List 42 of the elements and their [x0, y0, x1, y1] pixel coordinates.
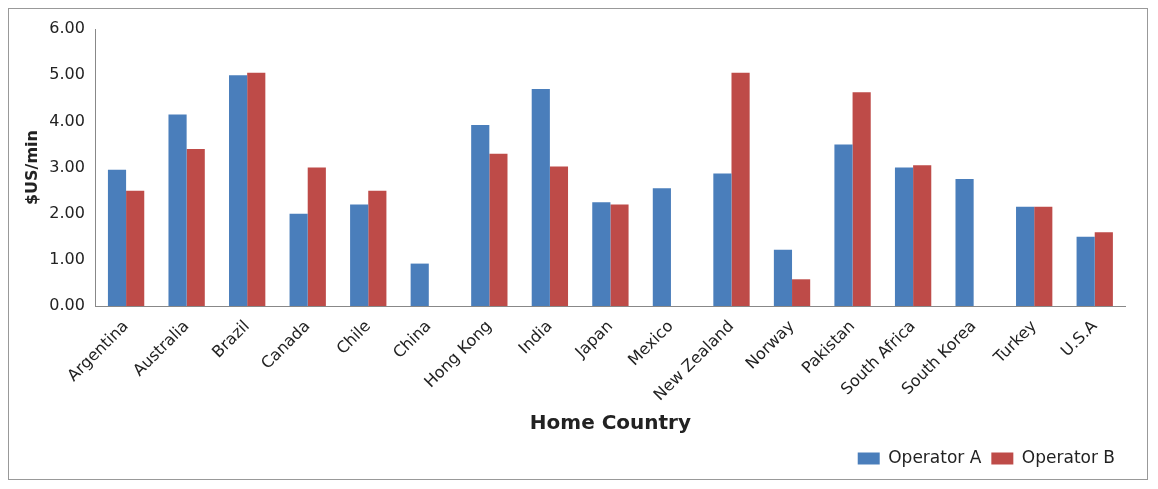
bar	[1094, 232, 1113, 307]
bar	[834, 144, 853, 307]
bar	[792, 279, 811, 307]
bar	[410, 263, 429, 307]
bar	[652, 188, 671, 307]
bar	[731, 72, 750, 307]
bar	[610, 204, 629, 307]
bar	[894, 167, 914, 307]
bar	[489, 153, 508, 307]
y-axis-title: $US/min	[21, 130, 41, 206]
legend-label: Operator B	[1021, 446, 1116, 467]
bar	[531, 89, 550, 307]
legend-label: Operator A	[888, 446, 982, 467]
bar	[1034, 206, 1053, 307]
bar	[773, 249, 793, 307]
y-tick-label: 5.00	[49, 64, 85, 84]
bar	[368, 190, 387, 307]
x-axis-title: Home Country	[529, 410, 692, 435]
y-tick-label: 1.00	[49, 249, 85, 269]
bar	[852, 92, 871, 307]
bar	[471, 125, 490, 307]
bar	[1016, 206, 1035, 307]
bar	[913, 165, 932, 307]
y-tick-label: 2.00	[49, 202, 85, 222]
bar	[289, 213, 308, 307]
bar	[168, 114, 187, 307]
bar	[107, 169, 127, 307]
bar	[1076, 236, 1095, 307]
bar	[247, 72, 266, 307]
bar	[955, 179, 974, 307]
y-tick-label: 3.00	[49, 156, 85, 176]
bar	[592, 202, 611, 307]
y-tick-label: 0.00	[49, 295, 85, 315]
y-tick-label: 6.00	[49, 18, 85, 38]
y-tick-label: 4.00	[49, 110, 85, 130]
bar	[186, 149, 205, 307]
bar	[549, 166, 569, 307]
bar	[126, 190, 145, 307]
bar	[713, 173, 732, 307]
bar	[229, 75, 248, 307]
bar	[307, 167, 326, 307]
bar	[350, 204, 369, 307]
